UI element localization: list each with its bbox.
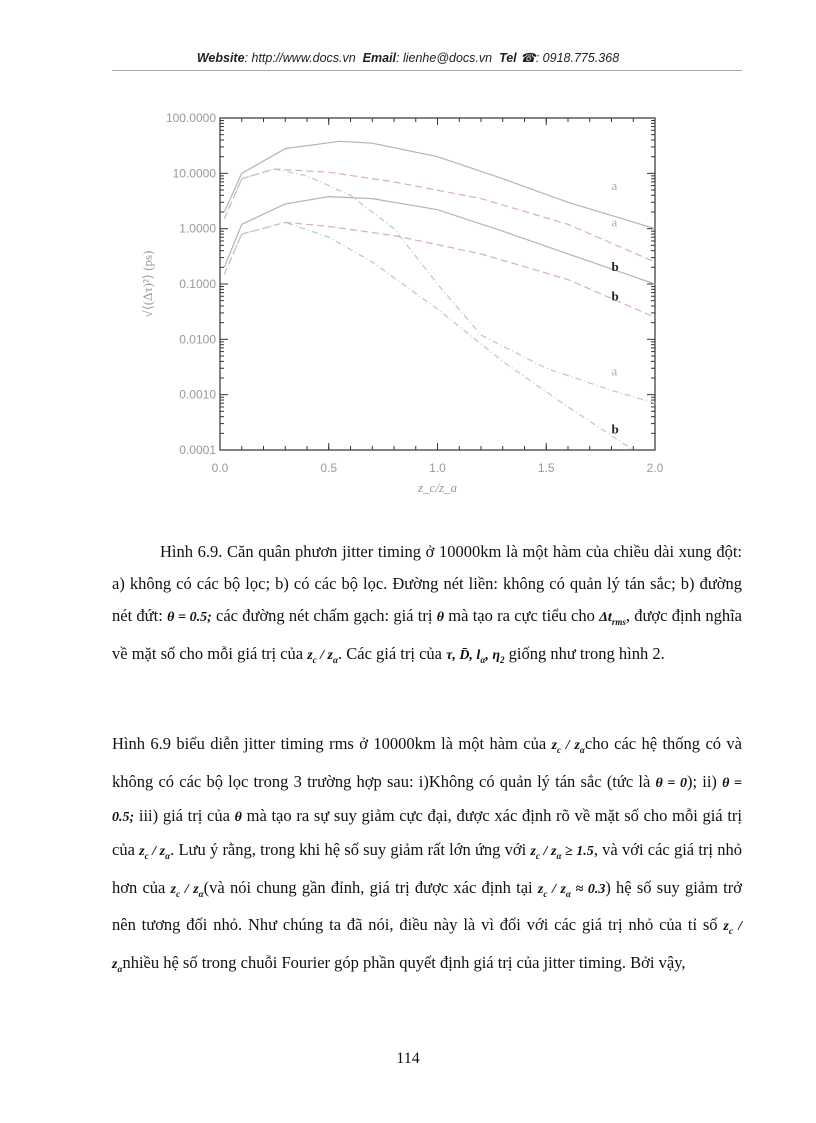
curve-label: b: [612, 259, 619, 274]
page-number: 114: [396, 1050, 420, 1067]
zc-over-za-symbol: zc / zα: [530, 843, 562, 861]
curve-label: a: [612, 364, 618, 379]
x-tick-label: 1.0: [429, 461, 446, 475]
curve-label: a: [612, 214, 618, 229]
plot-frame: [219, 117, 656, 451]
curve-label: b: [612, 289, 619, 304]
zc-over-za-symbol: zc / zα: [139, 843, 171, 861]
series-line-dashed-b: [223, 221, 656, 318]
series-line-dashed-a: [223, 168, 656, 263]
body-paragraph: Hình 6.9 biểu diễn jitter timing rms ở 1…: [112, 734, 743, 974]
x-axis-label: z_c/z_a: [417, 480, 458, 495]
x-tick-label: 2.0: [647, 461, 664, 475]
y-tick-label: 0.0010: [179, 388, 216, 402]
curve-label: a: [612, 178, 618, 193]
y-tick-label: 10.0000: [173, 166, 217, 180]
zc-over-za-symbol: zc / zα: [170, 881, 204, 899]
x-tick-label: 1.5: [538, 461, 555, 475]
jitter-chart: 0.0 0.5 1.0 1.5 2.0 100.0000 10.0000 1.0000 0.10…: [140, 111, 664, 495]
y-axis-label: √⟨(Δτ)²⟩ (ps): [140, 251, 155, 318]
zc-over-za-symbol: zc / zα: [112, 919, 742, 974]
series-line-solid-a: [223, 140, 656, 230]
x-tick-label: 0.0: [212, 461, 229, 475]
y-tick-label: 0.1000: [179, 277, 216, 291]
zc-over-za-symbol: zc / zα: [537, 881, 571, 899]
y-tick-label: 1.0000: [179, 222, 216, 236]
phone-icon: ☎: [520, 51, 536, 65]
page-header: Website: http://www.docs.vn Email: lienh…: [196, 51, 620, 65]
figure-caption: Hình 6.9. Căn quân phươn jitter timing ở…: [112, 542, 742, 665]
zc-over-za-symbol: zc / zα: [551, 738, 585, 755]
series-line-dashdot-a: [223, 168, 656, 404]
x-tick-label: 0.5: [320, 461, 337, 475]
header-divider: [112, 70, 742, 71]
curve-label: b: [612, 421, 619, 436]
y-tick-label: 0.0001: [179, 443, 216, 457]
y-tick-label: 0.0100: [179, 332, 216, 346]
y-tick-label: 100.0000: [166, 111, 216, 125]
series-line-solid-b: [223, 195, 656, 285]
series-line-dashdot-b: [223, 221, 634, 451]
